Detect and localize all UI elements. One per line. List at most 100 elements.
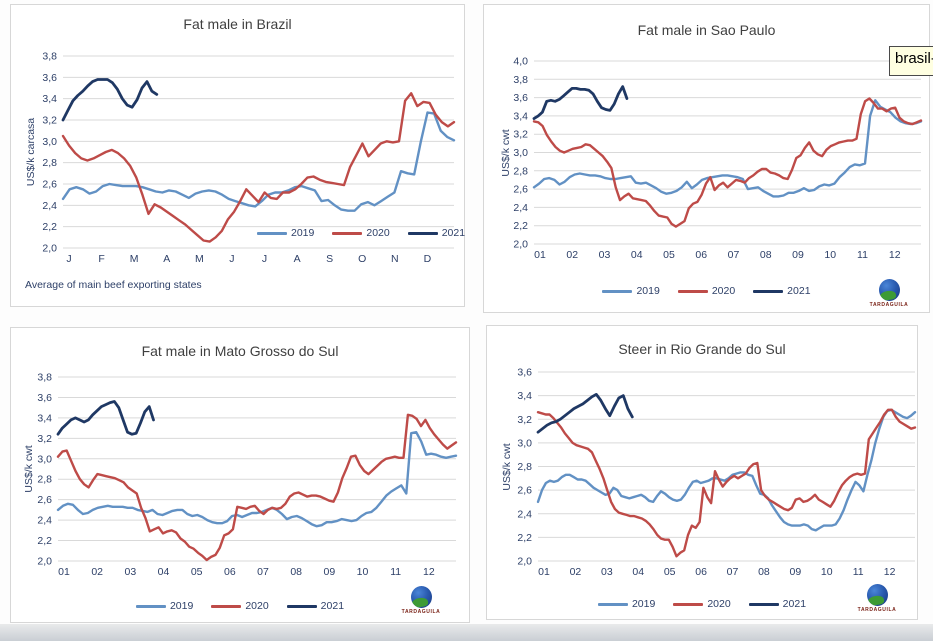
legend-label: 2020 bbox=[366, 227, 390, 239]
svg-text:06: 06 bbox=[695, 566, 707, 578]
legend-swatch bbox=[753, 289, 784, 293]
legend-label: 2021 bbox=[782, 598, 807, 610]
legend-item-2019: 2019 bbox=[597, 598, 655, 610]
legend-item-2020: 2020 bbox=[677, 285, 736, 297]
svg-text:01: 01 bbox=[538, 566, 550, 578]
chart-title: Fat male in Mato Grosso do Sul bbox=[141, 343, 339, 359]
svg-text:A: A bbox=[163, 253, 170, 265]
svg-text:04: 04 bbox=[158, 566, 170, 578]
x-axis-tick-labels: 01 02 03 04 05 06 07 08 09 10 11 12 bbox=[58, 566, 435, 578]
svg-text:2,2: 2,2 bbox=[517, 532, 532, 544]
series-line-2019 bbox=[56, 430, 458, 528]
series-line-2020 bbox=[532, 97, 923, 228]
chart-title: Fat male in Brazil bbox=[183, 16, 292, 32]
legend-swatch bbox=[135, 604, 166, 608]
chart-legend: 2019 2020 2021 bbox=[257, 227, 465, 239]
chart-panel-brazil[interactable]: Fat male in Brazil US$/k carcasa 2,0 2,2 2… bbox=[10, 4, 465, 307]
chart-panel-rio-grande-do-sul[interactable]: Steer in Rio Grande do Sul US$/k cwt 2,0… bbox=[486, 325, 918, 620]
svg-text:09: 09 bbox=[323, 566, 335, 578]
svg-text:3,8: 3,8 bbox=[37, 372, 52, 384]
chart-canvas: 2,02,22,42,62,83,03,23,43,63,84,001 02 03 0… bbox=[513, 56, 923, 261]
svg-text:04: 04 bbox=[632, 566, 644, 578]
svg-text:06: 06 bbox=[695, 249, 707, 261]
series-line-2019 bbox=[532, 99, 923, 198]
svg-text:03: 03 bbox=[599, 249, 611, 261]
svg-text:11: 11 bbox=[857, 249, 868, 261]
svg-text:2,8: 2,8 bbox=[37, 474, 52, 486]
legend-item-2020: 2020 bbox=[211, 600, 269, 612]
legend-label: 2020 bbox=[707, 598, 731, 610]
legend-label: 2019 bbox=[169, 600, 194, 612]
legend-swatch bbox=[748, 602, 779, 606]
legend-swatch bbox=[597, 602, 628, 606]
svg-text:09: 09 bbox=[792, 249, 804, 261]
chart-title: Fat male in Sao Paulo bbox=[637, 22, 776, 38]
svg-text:2,8: 2,8 bbox=[517, 461, 532, 473]
svg-text:A: A bbox=[294, 253, 301, 265]
svg-text:08: 08 bbox=[760, 249, 772, 261]
svg-text:07: 07 bbox=[728, 249, 740, 261]
legend-swatch bbox=[286, 604, 317, 608]
legend-item-2021: 2021 bbox=[407, 227, 465, 239]
legend-item-2021: 2021 bbox=[748, 598, 807, 610]
plot-area: 2,0 2,2 2,4 2,6 2,8 3,0 3,2 3,4 3,6 3,8 J F M A M J J A S O… bbox=[11, 5, 464, 306]
svg-text:3,4: 3,4 bbox=[37, 412, 52, 424]
plot-area: 2,0 2,2 2,4 2,6 2,8 3,0 3,2 3,4 3,6 3,8 4,0 01 02 03 0… bbox=[484, 5, 929, 312]
legend-swatch bbox=[332, 231, 363, 235]
series-line-2020 bbox=[536, 408, 917, 558]
svg-text:3,4: 3,4 bbox=[42, 93, 57, 105]
svg-text:O: O bbox=[358, 253, 366, 265]
svg-text:3,8: 3,8 bbox=[513, 74, 528, 86]
svg-text:2,6: 2,6 bbox=[517, 485, 532, 497]
legend-swatch bbox=[407, 231, 438, 235]
svg-text:3,0: 3,0 bbox=[37, 453, 52, 465]
svg-text:03: 03 bbox=[124, 566, 136, 578]
svg-text:J: J bbox=[229, 253, 234, 265]
gridlines bbox=[534, 60, 921, 245]
svg-text:12: 12 bbox=[889, 249, 901, 261]
svg-text:3,4: 3,4 bbox=[517, 390, 532, 402]
logo-brand-text: TARDAGUILA bbox=[857, 607, 897, 613]
plot-area: 2,0 2,2 2,4 2,6 2,8 3,0 3,2 3,4 3,6 3,8 01 02 03 04 05… bbox=[11, 328, 469, 622]
legend-item-2019: 2019 bbox=[602, 285, 660, 297]
series-line-2020 bbox=[61, 92, 456, 243]
legend-label: 2021 bbox=[320, 600, 345, 612]
gridlines bbox=[63, 55, 454, 249]
y-axis-tick-labels: 2,0 2,2 2,4 2,6 2,8 3,0 3,2 3,4 3,6 bbox=[517, 367, 532, 568]
svg-text:3,6: 3,6 bbox=[517, 367, 532, 379]
svg-text:04: 04 bbox=[631, 249, 643, 261]
svg-text:02: 02 bbox=[570, 566, 582, 578]
svg-text:2,8: 2,8 bbox=[42, 157, 57, 169]
chart-legend: 2019 2020 2021 bbox=[484, 285, 929, 297]
svg-text:2,8: 2,8 bbox=[513, 165, 528, 177]
tardaguila-logo: TARDAGUILA bbox=[863, 279, 915, 308]
y-axis-tick-labels: 2,0 2,2 2,4 2,6 2,8 3,0 3,2 3,4 3,6 3,8 4,0 bbox=[513, 56, 528, 251]
svg-text:S: S bbox=[326, 253, 333, 265]
legend-label: 2019 bbox=[636, 285, 660, 297]
chart-legend: 2019 2020 2021 bbox=[11, 600, 469, 612]
legend-label: 2020 bbox=[245, 600, 269, 612]
series-line-2021 bbox=[532, 85, 629, 120]
logo-brand-text: TARDAGUILA bbox=[869, 302, 909, 308]
svg-text:01: 01 bbox=[534, 249, 546, 261]
svg-text:3,0: 3,0 bbox=[42, 136, 57, 148]
chart-canvas: 2,0 2,2 2,4 2,6 2,8 3,0 3,2 3,4 3,6 3,8 J F M A M J J A S O… bbox=[42, 51, 456, 265]
chart-panel-mato-grosso-do-sul[interactable]: Fat male in Mato Grosso do Sul US$/k cwt… bbox=[10, 327, 470, 623]
svg-text:3,2: 3,2 bbox=[42, 115, 57, 127]
y-axis-tick-labels: 2,0 2,2 2,4 2,6 2,8 3,0 3,2 3,4 3,6 3,8 bbox=[37, 372, 52, 568]
legend-item-2020: 2020 bbox=[673, 598, 731, 610]
chart-panel-sao-paulo[interactable]: Fat male in Sao Paulo US$/k cwt 2,0 2,2 2,… bbox=[483, 4, 930, 313]
legend-label: 2020 bbox=[711, 285, 736, 297]
svg-text:08: 08 bbox=[290, 566, 302, 578]
chart-legend: 2019 2020 2021 bbox=[487, 598, 917, 610]
logo-globe-icon bbox=[410, 586, 432, 608]
svg-text:3,6: 3,6 bbox=[37, 392, 52, 404]
svg-text:2,4: 2,4 bbox=[517, 508, 532, 520]
y-axis-tick-labels: 2,0 2,2 2,4 2,6 2,8 3,0 3,2 3,4 3,6 3,8 bbox=[42, 51, 57, 255]
svg-text:M: M bbox=[195, 253, 204, 265]
chart-footnote: Average of main beef exporting states bbox=[25, 279, 202, 291]
svg-text:12: 12 bbox=[884, 566, 896, 578]
series-line-2019 bbox=[536, 408, 917, 532]
svg-text:D: D bbox=[424, 253, 432, 265]
